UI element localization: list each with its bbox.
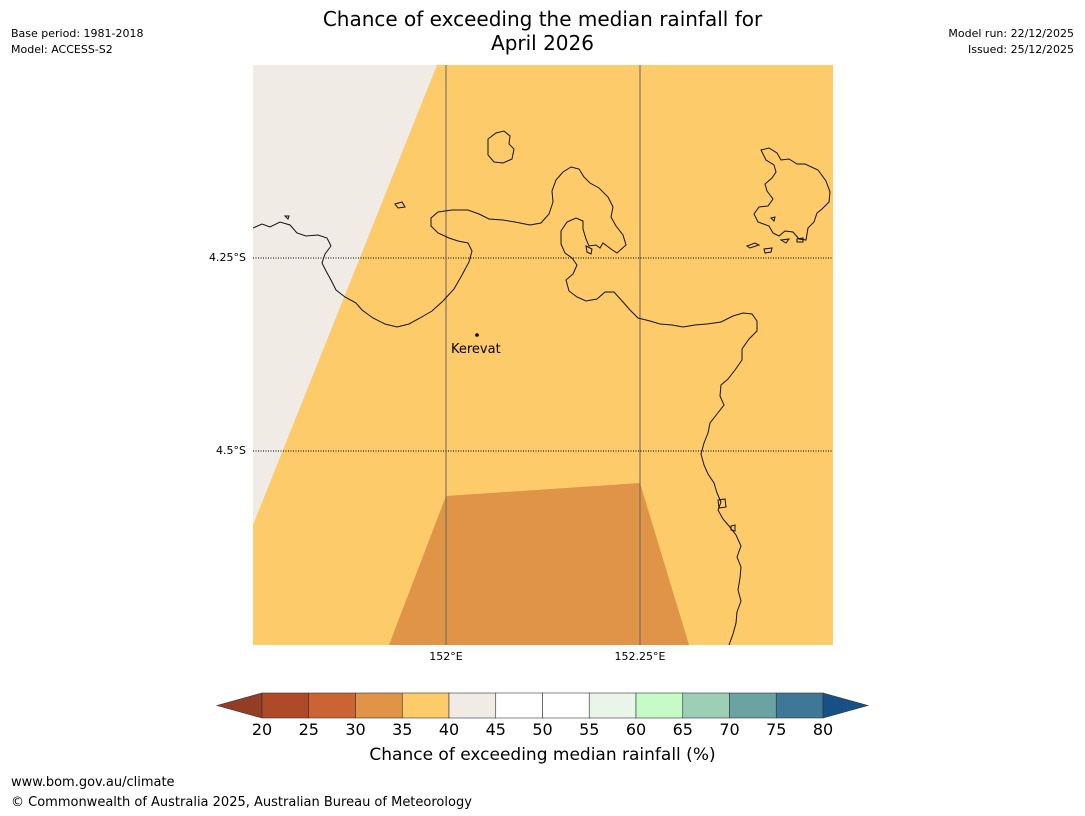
model-run: Model run: 22/12/2025 bbox=[948, 27, 1074, 40]
coastline-islet-north bbox=[487, 130, 515, 164]
coastline-main bbox=[253, 166, 758, 645]
longitude-label-152-25: 152.25°E bbox=[614, 650, 666, 663]
header-right: Model run: 22/12/2025 Issued: 25/12/2025 bbox=[948, 26, 1074, 58]
latitude-label-4-25: 4.25°S bbox=[209, 251, 246, 264]
colorbar-tick-label: 25 bbox=[298, 720, 319, 739]
coastline-east-islet-d bbox=[796, 237, 804, 243]
coastline-east-islands bbox=[753, 147, 831, 241]
colorbar-segment bbox=[588, 692, 637, 719]
footer-copyright: © Commonwealth of Australia 2025, Austra… bbox=[11, 795, 472, 810]
colorbar-tick-label: 60 bbox=[625, 720, 647, 739]
colorbar-tick-label: 65 bbox=[672, 720, 693, 739]
base-period: Base period: 1981-2018 bbox=[11, 27, 144, 40]
colorbar-segment bbox=[542, 692, 590, 719]
coastline-east-islet-c bbox=[779, 238, 791, 244]
place-label-kerevat: Kerevat bbox=[451, 342, 501, 357]
colorbar-tick-label: 55 bbox=[579, 720, 600, 739]
region-40-45 bbox=[253, 65, 437, 525]
colorbar-tick-label: 30 bbox=[345, 720, 366, 739]
map-area[interactable] bbox=[253, 65, 833, 645]
header-left: Base period: 1981-2018 Model: ACCESS-S2 bbox=[11, 26, 143, 58]
coastline-islet-small bbox=[394, 201, 406, 209]
colorbar-tick-label: 75 bbox=[766, 720, 787, 739]
colorbar-title: Chance of exceeding median rainfall (%) bbox=[369, 745, 716, 765]
colorbar-segment bbox=[775, 692, 824, 719]
title-line-1: Chance of exceeding the median rainfall … bbox=[322, 7, 763, 31]
colorbar bbox=[215, 692, 870, 719]
coastline-east-islet-a bbox=[745, 242, 761, 249]
colorbar-segment bbox=[401, 692, 450, 719]
colorbar-under-arrow bbox=[215, 692, 263, 719]
colorbar-tick-label: 20 bbox=[251, 720, 273, 739]
colorbar-segment bbox=[308, 692, 356, 719]
colorbar-tick-label: 35 bbox=[392, 720, 413, 739]
colorbar-tick-label: 50 bbox=[532, 720, 553, 739]
title-line-2: April 2026 bbox=[491, 31, 594, 55]
colorbar-segment bbox=[355, 692, 403, 719]
coastline bbox=[253, 130, 831, 645]
coastline-east-islet-f bbox=[717, 498, 727, 509]
coastline-islet-bay bbox=[585, 245, 593, 255]
coastline-east-islet-e bbox=[770, 216, 776, 222]
colorbar-segment bbox=[635, 692, 684, 719]
colorbar-tick-label: 70 bbox=[719, 720, 740, 739]
longitude-label-152: 152°E bbox=[429, 650, 463, 663]
colorbar-over-arrow bbox=[822, 692, 870, 719]
coastline-east-islet-b bbox=[763, 247, 773, 254]
model-name: Model: ACCESS-S2 bbox=[11, 43, 113, 56]
footer-url[interactable]: www.bom.gov.au/climate bbox=[11, 775, 175, 790]
colorbar-tick-label: 80 bbox=[812, 720, 834, 739]
chart-title: Chance of exceeding the median rainfall … bbox=[0, 7, 1085, 55]
colorbar-segment bbox=[495, 692, 543, 719]
coastline-east-islet-g bbox=[730, 524, 736, 532]
colorbar-segment bbox=[261, 692, 310, 719]
place-marker-kerevat bbox=[475, 333, 479, 337]
issued-date: Issued: 25/12/2025 bbox=[967, 43, 1074, 56]
colorbar-segment bbox=[682, 692, 730, 719]
colorbar-segment bbox=[729, 692, 777, 719]
latitude-label-4-5: 4.5°S bbox=[216, 444, 246, 457]
colorbar-tick-label: 45 bbox=[485, 720, 506, 739]
coastline-islet-tiny bbox=[283, 215, 290, 220]
region-30-35 bbox=[389, 483, 689, 645]
colorbar-segment bbox=[448, 692, 497, 719]
colorbar-tick-label: 40 bbox=[438, 720, 460, 739]
